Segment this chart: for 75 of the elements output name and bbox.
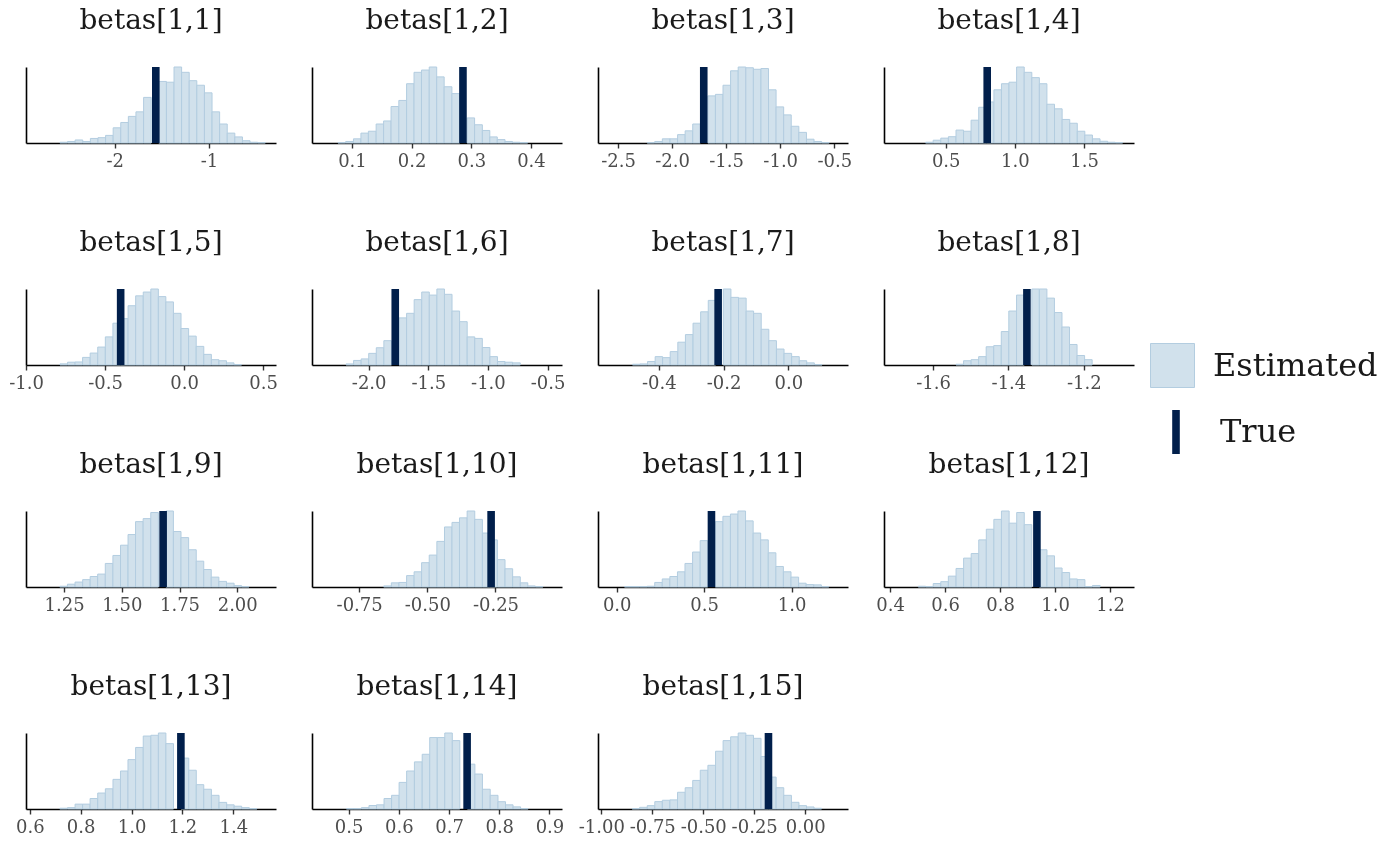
chart-title: betas[1,13] bbox=[70, 669, 232, 703]
legend-label: Estimated bbox=[1213, 345, 1378, 384]
x-tick-label: 0.5 bbox=[334, 815, 364, 837]
chart-title: betas[1,8] bbox=[937, 225, 1081, 259]
x-tick-label: -0.25 bbox=[731, 815, 778, 837]
x-tick-label: -1.0 bbox=[763, 149, 799, 171]
x-tick-label: -1.0 bbox=[9, 371, 44, 393]
x-tick-label: 1.2 bbox=[1096, 593, 1125, 615]
x-tick-label: 1.2 bbox=[168, 815, 198, 837]
x-tick-label: 0.5 bbox=[931, 149, 961, 171]
x-tick-label: -1.6 bbox=[916, 371, 951, 393]
x-tick-label: -0.25 bbox=[472, 593, 520, 615]
x-tick-label: -0.5 bbox=[530, 371, 566, 393]
chart-title: betas[1,7] bbox=[651, 225, 795, 259]
x-tick-label: -0.75 bbox=[336, 593, 383, 615]
x-tick-label: 0.00 bbox=[785, 815, 826, 837]
x-tick-label: -1.00 bbox=[578, 815, 625, 837]
x-tick-label: 0.9 bbox=[535, 815, 565, 837]
x-tick-label: -0.50 bbox=[404, 593, 451, 615]
x-tick-label: -0.5 bbox=[817, 149, 853, 171]
x-tick-label: 0.4 bbox=[876, 593, 905, 615]
x-tick-label: 0.2 bbox=[397, 149, 427, 171]
x-tick-label: 1.50 bbox=[102, 593, 143, 615]
x-tick-label: -2.5 bbox=[601, 149, 636, 171]
x-tick-label: 0.0 bbox=[170, 371, 199, 393]
x-tick-label: 0.5 bbox=[690, 593, 719, 615]
chart-title: betas[1,11] bbox=[642, 447, 804, 481]
x-tick-label: 0.7 bbox=[435, 815, 464, 837]
x-tick-label: -1.5 bbox=[411, 371, 447, 393]
x-tick-label: -1.2 bbox=[1066, 371, 1102, 393]
x-tick-label: 0.8 bbox=[485, 815, 515, 837]
x-tick-label: 0.8 bbox=[66, 815, 96, 837]
x-tick-label: -1.5 bbox=[709, 149, 744, 171]
x-tick-label: -2.0 bbox=[351, 371, 387, 393]
x-tick-label: 1.0 bbox=[777, 593, 807, 615]
x-tick-label: 0.5 bbox=[249, 371, 278, 393]
chart-title: betas[1,10] bbox=[356, 447, 518, 481]
x-tick-label: -1 bbox=[200, 149, 219, 171]
legend-label: True bbox=[1220, 412, 1297, 450]
x-tick-label: 1.0 bbox=[1041, 593, 1070, 615]
x-tick-label: 0.0 bbox=[774, 371, 804, 393]
x-tick-label: 2.00 bbox=[217, 593, 258, 615]
chart-title: betas[1,9] bbox=[79, 447, 223, 481]
x-tick-label: 0.1 bbox=[338, 149, 367, 171]
x-tick-label: 0.3 bbox=[457, 149, 487, 171]
x-tick-label: -0.4 bbox=[642, 371, 677, 393]
x-tick-label: 0.0 bbox=[602, 593, 632, 615]
x-tick-label: 1.4 bbox=[219, 815, 249, 837]
x-tick-label: 1.0 bbox=[117, 815, 147, 837]
chart-title: betas[1,1] bbox=[79, 3, 223, 37]
x-tick-label: 0.6 bbox=[15, 815, 45, 837]
chart-title: betas[1,2] bbox=[365, 3, 509, 37]
x-tick-label: 1.75 bbox=[159, 593, 201, 615]
x-tick-label: 0.8 bbox=[986, 593, 1015, 615]
chart-title: betas[1,4] bbox=[937, 3, 1081, 37]
x-tick-label: 1.5 bbox=[1070, 149, 1099, 171]
x-tick-label: -0.50 bbox=[680, 815, 727, 837]
x-tick-label: -1.0 bbox=[471, 371, 506, 393]
x-tick-label: -0.75 bbox=[629, 815, 676, 837]
chart-title: betas[1,3] bbox=[651, 3, 795, 37]
x-tick-label: -2.0 bbox=[655, 149, 690, 171]
x-tick-label: -1.4 bbox=[991, 371, 1027, 393]
chart-title: betas[1,6] bbox=[365, 225, 509, 259]
x-tick-label: 0.4 bbox=[517, 149, 546, 171]
x-tick-label: -2 bbox=[106, 149, 124, 171]
x-tick-label: 1.0 bbox=[1001, 149, 1030, 171]
chart-title: betas[1,15] bbox=[642, 669, 804, 703]
x-tick-label: -0.2 bbox=[706, 371, 742, 393]
chart-title: betas[1,5] bbox=[79, 225, 223, 259]
x-tick-label: -0.5 bbox=[88, 371, 123, 393]
chart-title: betas[1,14] bbox=[356, 669, 518, 703]
chart-title: betas[1,12] bbox=[928, 447, 1090, 481]
x-tick-label: 1.25 bbox=[44, 593, 85, 615]
x-tick-label: 0.6 bbox=[385, 815, 414, 837]
x-tick-label: 0.6 bbox=[931, 593, 960, 615]
